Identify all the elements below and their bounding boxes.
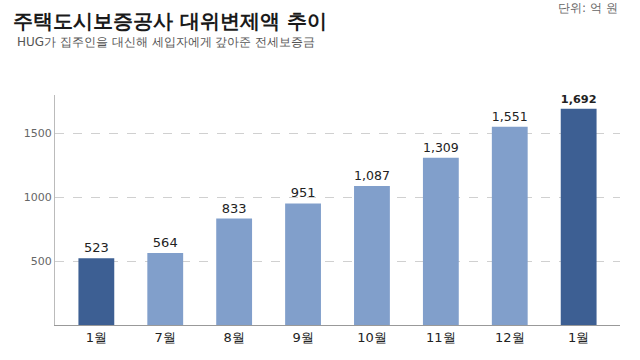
svg-text:9월: 9월 (292, 330, 313, 345)
svg-text:12월: 12월 (495, 330, 525, 345)
svg-text:7월: 7월 (155, 330, 176, 345)
svg-text:1500: 1500 (24, 127, 52, 140)
svg-text:HUG가 집주인을 대신해 세입자에게 갚아준 전세보증금: HUG가 집주인을 대신해 세입자에게 갚아준 전세보증금 (17, 35, 315, 49)
svg-text:1,309: 1,309 (423, 140, 459, 155)
svg-text:1000: 1000 (24, 191, 52, 204)
svg-text:11월: 11월 (426, 330, 456, 345)
svg-text:10월: 10월 (357, 330, 387, 345)
svg-text:주택도시보증공사 대위변제액 추이: 주택도시보증공사 대위변제액 추이 (13, 9, 327, 33)
svg-text:833: 833 (222, 201, 247, 216)
svg-text:단위: 억 원: 단위: 억 원 (558, 1, 618, 15)
svg-text:1,087: 1,087 (354, 168, 390, 183)
svg-text:523: 523 (84, 240, 109, 255)
svg-text:1,692: 1,692 (561, 92, 597, 106)
svg-text:8월: 8월 (224, 330, 245, 345)
svg-text:1월: 1월 (86, 330, 107, 345)
svg-text:1,551: 1,551 (492, 109, 528, 124)
svg-text:500: 500 (31, 255, 52, 268)
svg-text:1월: 1월 (568, 330, 589, 345)
svg-text:564: 564 (153, 235, 178, 250)
svg-text:951: 951 (291, 185, 316, 200)
